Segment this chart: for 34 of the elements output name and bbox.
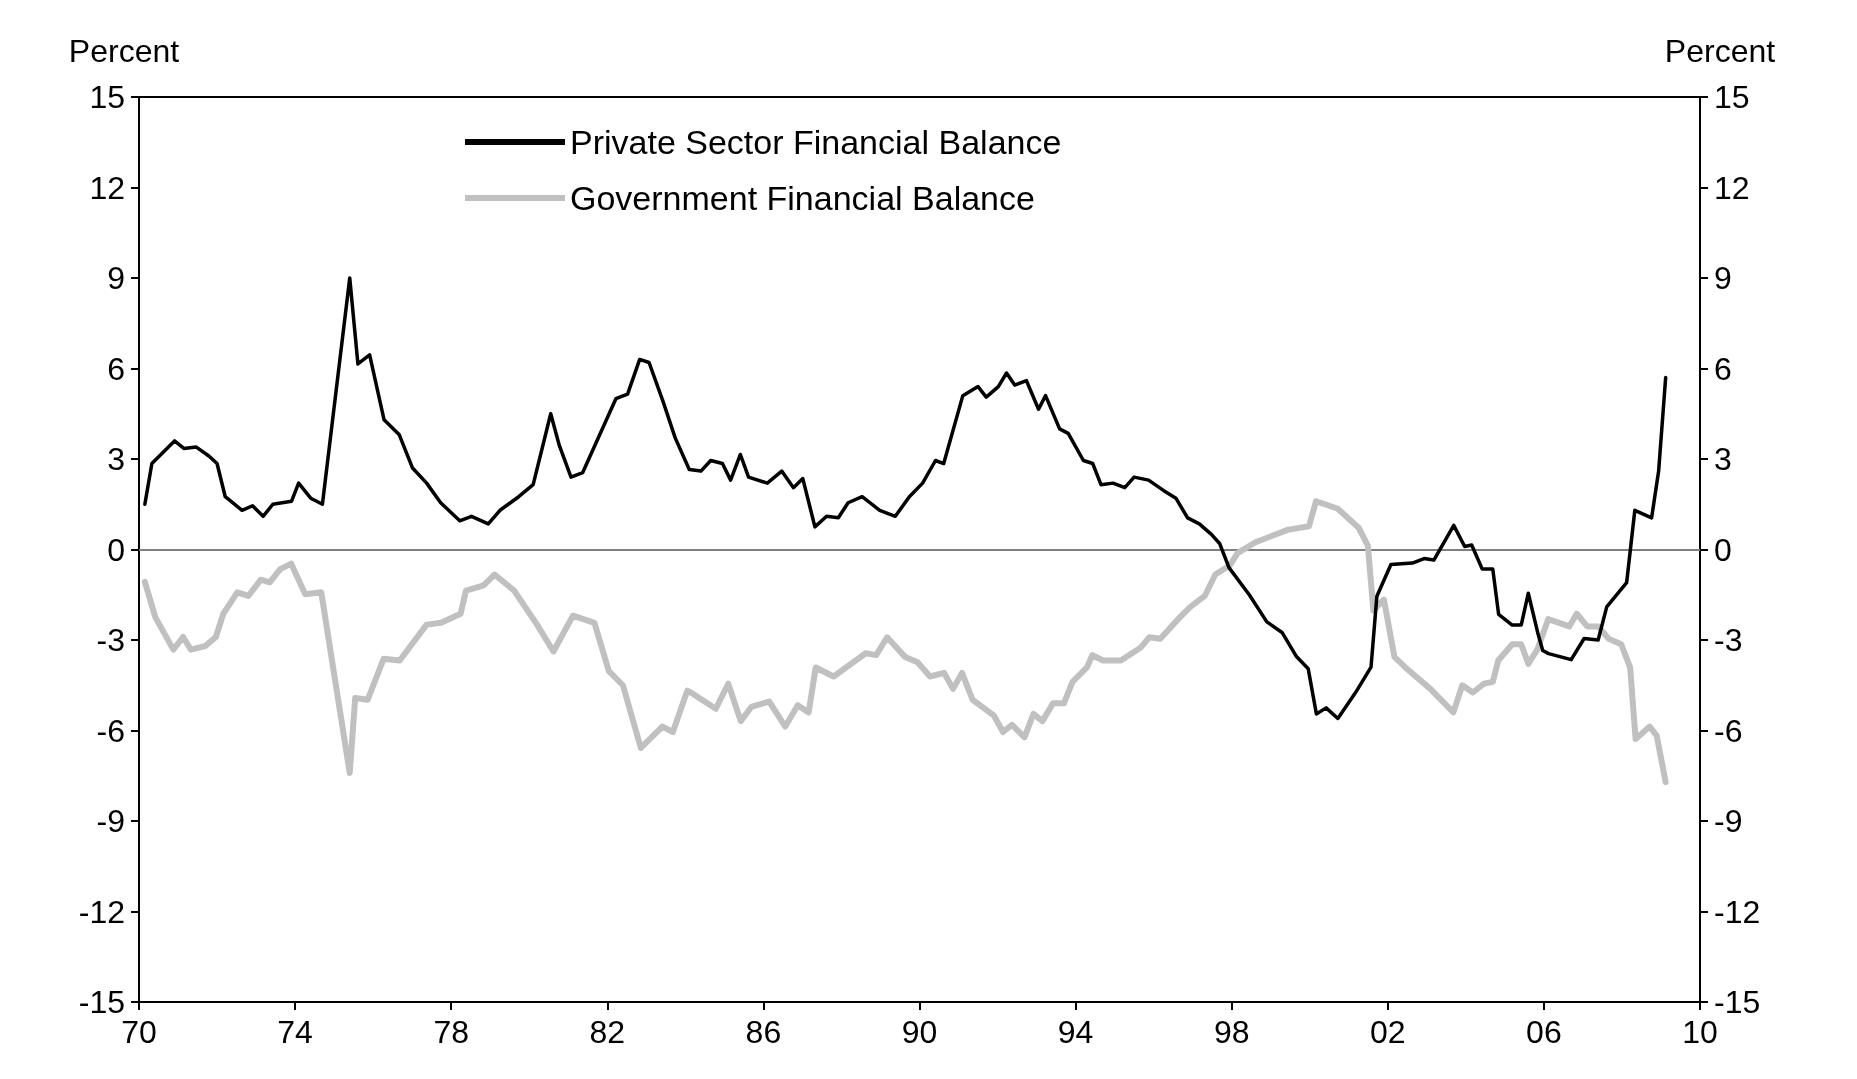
x-tick-label: 78	[433, 1014, 469, 1050]
legend-label: Government Financial Balance	[570, 179, 1035, 217]
x-tick-label: 98	[1213, 1014, 1250, 1050]
y2-tick-label: 0	[1714, 531, 1732, 568]
x-tick-label: 90	[901, 1014, 938, 1050]
y2-tick-label: 3	[1714, 441, 1732, 477]
y-tick-label: -12	[78, 893, 125, 930]
y-tick-label: 6	[107, 350, 125, 387]
x-tick-label: 94	[1057, 1014, 1094, 1050]
y2-tick-label: -6	[1714, 712, 1743, 749]
y2-tick-label: 15	[1714, 79, 1750, 115]
y2-tick-label: 9	[1714, 260, 1732, 296]
y-tick-label: 0	[107, 531, 125, 568]
y2-axis-title: Percent	[1664, 33, 1776, 69]
x-tick-label: 06	[1526, 1014, 1562, 1050]
x-tick-label: 02	[1370, 1014, 1406, 1050]
x-tick-label: 86	[745, 1014, 782, 1050]
y2-tick-label: 12	[1714, 169, 1750, 206]
y-tick-label: 15	[89, 79, 125, 115]
y-tick-label: -6	[96, 712, 125, 749]
legend-label: Private Sector Financial Balance	[570, 123, 1062, 161]
y2-tick-label: -3	[1714, 622, 1743, 658]
y-tick-label: -3	[96, 622, 125, 658]
y-tick-label: 3	[107, 441, 125, 477]
line-series	[143, 276, 1668, 721]
y-tick-label: 9	[107, 260, 125, 296]
y-tick-label: -9	[96, 803, 125, 839]
y-tick-label: 12	[89, 169, 125, 206]
x-tick-label: 82	[589, 1014, 626, 1050]
y-axis-title: Percent	[68, 33, 180, 69]
y2-tick-label: 6	[1714, 350, 1732, 387]
y2-tick-label: -9	[1714, 803, 1743, 839]
x-tick-label: 74	[277, 1014, 313, 1050]
y2-tick-label: -12	[1714, 893, 1761, 930]
